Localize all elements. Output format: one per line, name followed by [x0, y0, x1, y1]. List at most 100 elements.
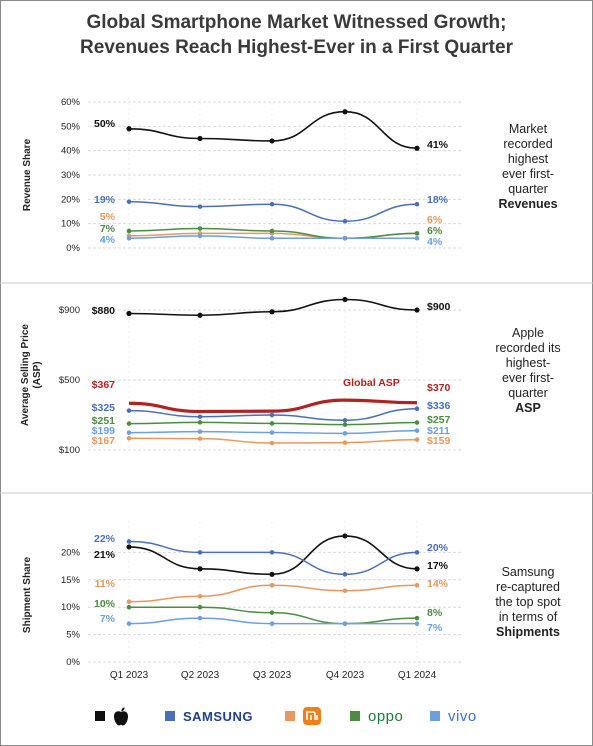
- data-point-xiaomi: [414, 437, 420, 442]
- end-label-oppo: $257: [427, 414, 451, 426]
- legend-item-apple: [95, 705, 129, 727]
- data-point-vivo: [126, 235, 132, 241]
- start-label-apple: $880: [92, 305, 116, 317]
- data-point-xiaomi: [342, 440, 348, 445]
- data-point-vivo: [126, 621, 132, 626]
- x-tick-label: Q1 2024: [398, 670, 437, 681]
- start-label-samsung: $325: [92, 402, 116, 414]
- end-label-apple: 41%: [427, 139, 449, 151]
- title-line-2: Revenues Reach Highest-Ever in a First Q…: [80, 37, 513, 58]
- y-tick-label: 60%: [61, 97, 81, 108]
- series-line-xiaomi: [128, 584, 418, 603]
- data-point-xiaomi: [342, 588, 348, 594]
- data-point-apple: [342, 296, 348, 303]
- title-line-1: Global Smartphone Market Witnessed Growt…: [86, 12, 507, 33]
- data-point-apple: [414, 566, 420, 572]
- legend: SAMSUNG oppo vivo: [95, 705, 515, 727]
- data-point-vivo: [197, 233, 203, 239]
- shipment-note-line: Samsung: [501, 565, 555, 579]
- data-point-vivo: [269, 430, 275, 435]
- start-label-xiaomi: 5%: [100, 211, 116, 223]
- y-tick-label: $900: [59, 305, 80, 316]
- data-point-samsung: [269, 550, 275, 555]
- data-point-samsung: [126, 539, 132, 544]
- revenue-note-line: ever first-: [501, 167, 555, 181]
- legend-swatch-xiaomi: [285, 711, 295, 721]
- x-tick-label: Q1 2023: [110, 670, 149, 681]
- end-label-oppo: 6%: [427, 225, 443, 237]
- y-tick-label: 50%: [61, 121, 81, 132]
- start-label-oppo: 10%: [94, 598, 116, 610]
- end-label-xiaomi: 14%: [427, 578, 449, 590]
- data-point-samsung: [342, 218, 348, 224]
- asp-note-bold: ASP: [515, 401, 541, 415]
- data-point-apple: [414, 145, 420, 151]
- y-tick-label: 40%: [61, 146, 81, 157]
- data-point-oppo: [126, 421, 132, 426]
- series-line-apple: [128, 535, 418, 576]
- end-label-samsung: $336: [427, 400, 451, 412]
- start-label-apple: 21%: [94, 549, 116, 561]
- chart-title: Global Smartphone Market Witnessed Growt…: [0, 10, 593, 60]
- data-point-xiaomi: [269, 582, 275, 588]
- asp-note-line: recorded its: [495, 341, 561, 355]
- shipment-note-line: re-captured: [496, 580, 560, 594]
- revenue-note-bold: Revenues: [498, 197, 558, 211]
- data-point-xiaomi: [197, 436, 203, 441]
- asp-note: Apple recorded its highest- ever first- …: [468, 326, 588, 416]
- apple-logo-icon: [114, 706, 128, 725]
- data-point-apple: [126, 310, 132, 317]
- data-point-xiaomi: [126, 599, 132, 605]
- asp-note-line: highest-: [505, 356, 551, 370]
- chart-panel-2: 0% 5% 10% 15% 20% Shipment Share 21% 17% 22% 20% 1…: [22, 521, 462, 681]
- data-point-vivo: [269, 235, 275, 241]
- revenue-note-line: Market: [508, 122, 548, 136]
- data-point-apple: [269, 309, 275, 315]
- data-point-apple: [126, 126, 132, 132]
- start-label-oppo: $251: [92, 415, 116, 427]
- data-point-xiaomi: [126, 435, 132, 441]
- y-axis-label: Revenue Share: [22, 138, 33, 211]
- y-tick-label: 20%: [61, 547, 81, 558]
- series-line-oppo: [129, 606, 418, 625]
- end-label-xiaomi: $159: [427, 435, 451, 447]
- data-point-oppo: [414, 615, 420, 621]
- y-tick-label: 10%: [61, 219, 81, 230]
- asp-note-line: Apple: [512, 326, 544, 340]
- data-point-vivo: [414, 621, 420, 626]
- y-tick-label: 30%: [61, 170, 81, 181]
- start-label-xiaomi: $167: [92, 435, 116, 447]
- y-axis-label-part: Average Selling Price: [20, 324, 31, 426]
- end-label-vivo: 7%: [427, 622, 443, 634]
- mi-logo-icon: [303, 707, 321, 725]
- data-point-apple: [342, 109, 348, 115]
- x-tick-label: Q2 2023: [181, 670, 220, 681]
- y-axis-label: Average Selling Price(ASP): [20, 324, 43, 426]
- data-point-vivo: [342, 235, 348, 241]
- y-tick-label: 5%: [66, 630, 80, 641]
- data-point-oppo: [126, 604, 132, 610]
- y-axis-label-part: (ASP): [32, 361, 43, 388]
- series-line-global_asp: [128, 398, 418, 414]
- start-label-vivo: $199: [92, 425, 116, 437]
- legend-label-samsung: SAMSUNG: [183, 708, 253, 724]
- data-point-oppo: [269, 228, 275, 234]
- legend-swatch-apple: [95, 711, 105, 721]
- data-point-vivo: [126, 430, 132, 435]
- data-point-oppo: [414, 231, 420, 236]
- data-point-samsung: [414, 406, 420, 412]
- legend-item-vivo: vivo: [430, 705, 477, 727]
- x-tick-label: Q3 2023: [253, 670, 292, 681]
- end-label-oppo: 8%: [427, 607, 443, 619]
- legend-item-oppo: oppo: [350, 705, 403, 727]
- end-label-samsung: 18%: [427, 194, 449, 206]
- legend-item-xiaomi: [285, 705, 321, 727]
- data-point-samsung: [342, 417, 348, 423]
- data-point-apple: [342, 533, 348, 539]
- revenue-note: Market recorded highest ever first- quar…: [468, 122, 588, 212]
- data-point-xiaomi: [414, 582, 420, 588]
- data-point-samsung: [197, 204, 203, 209]
- chart-panel-0: 0% 10% 20% 30% 40% 50% 60% Revenue Share 50% 41% 1…: [22, 97, 462, 254]
- data-point-oppo: [197, 420, 203, 425]
- x-tick-label: Q4 2023: [326, 670, 365, 681]
